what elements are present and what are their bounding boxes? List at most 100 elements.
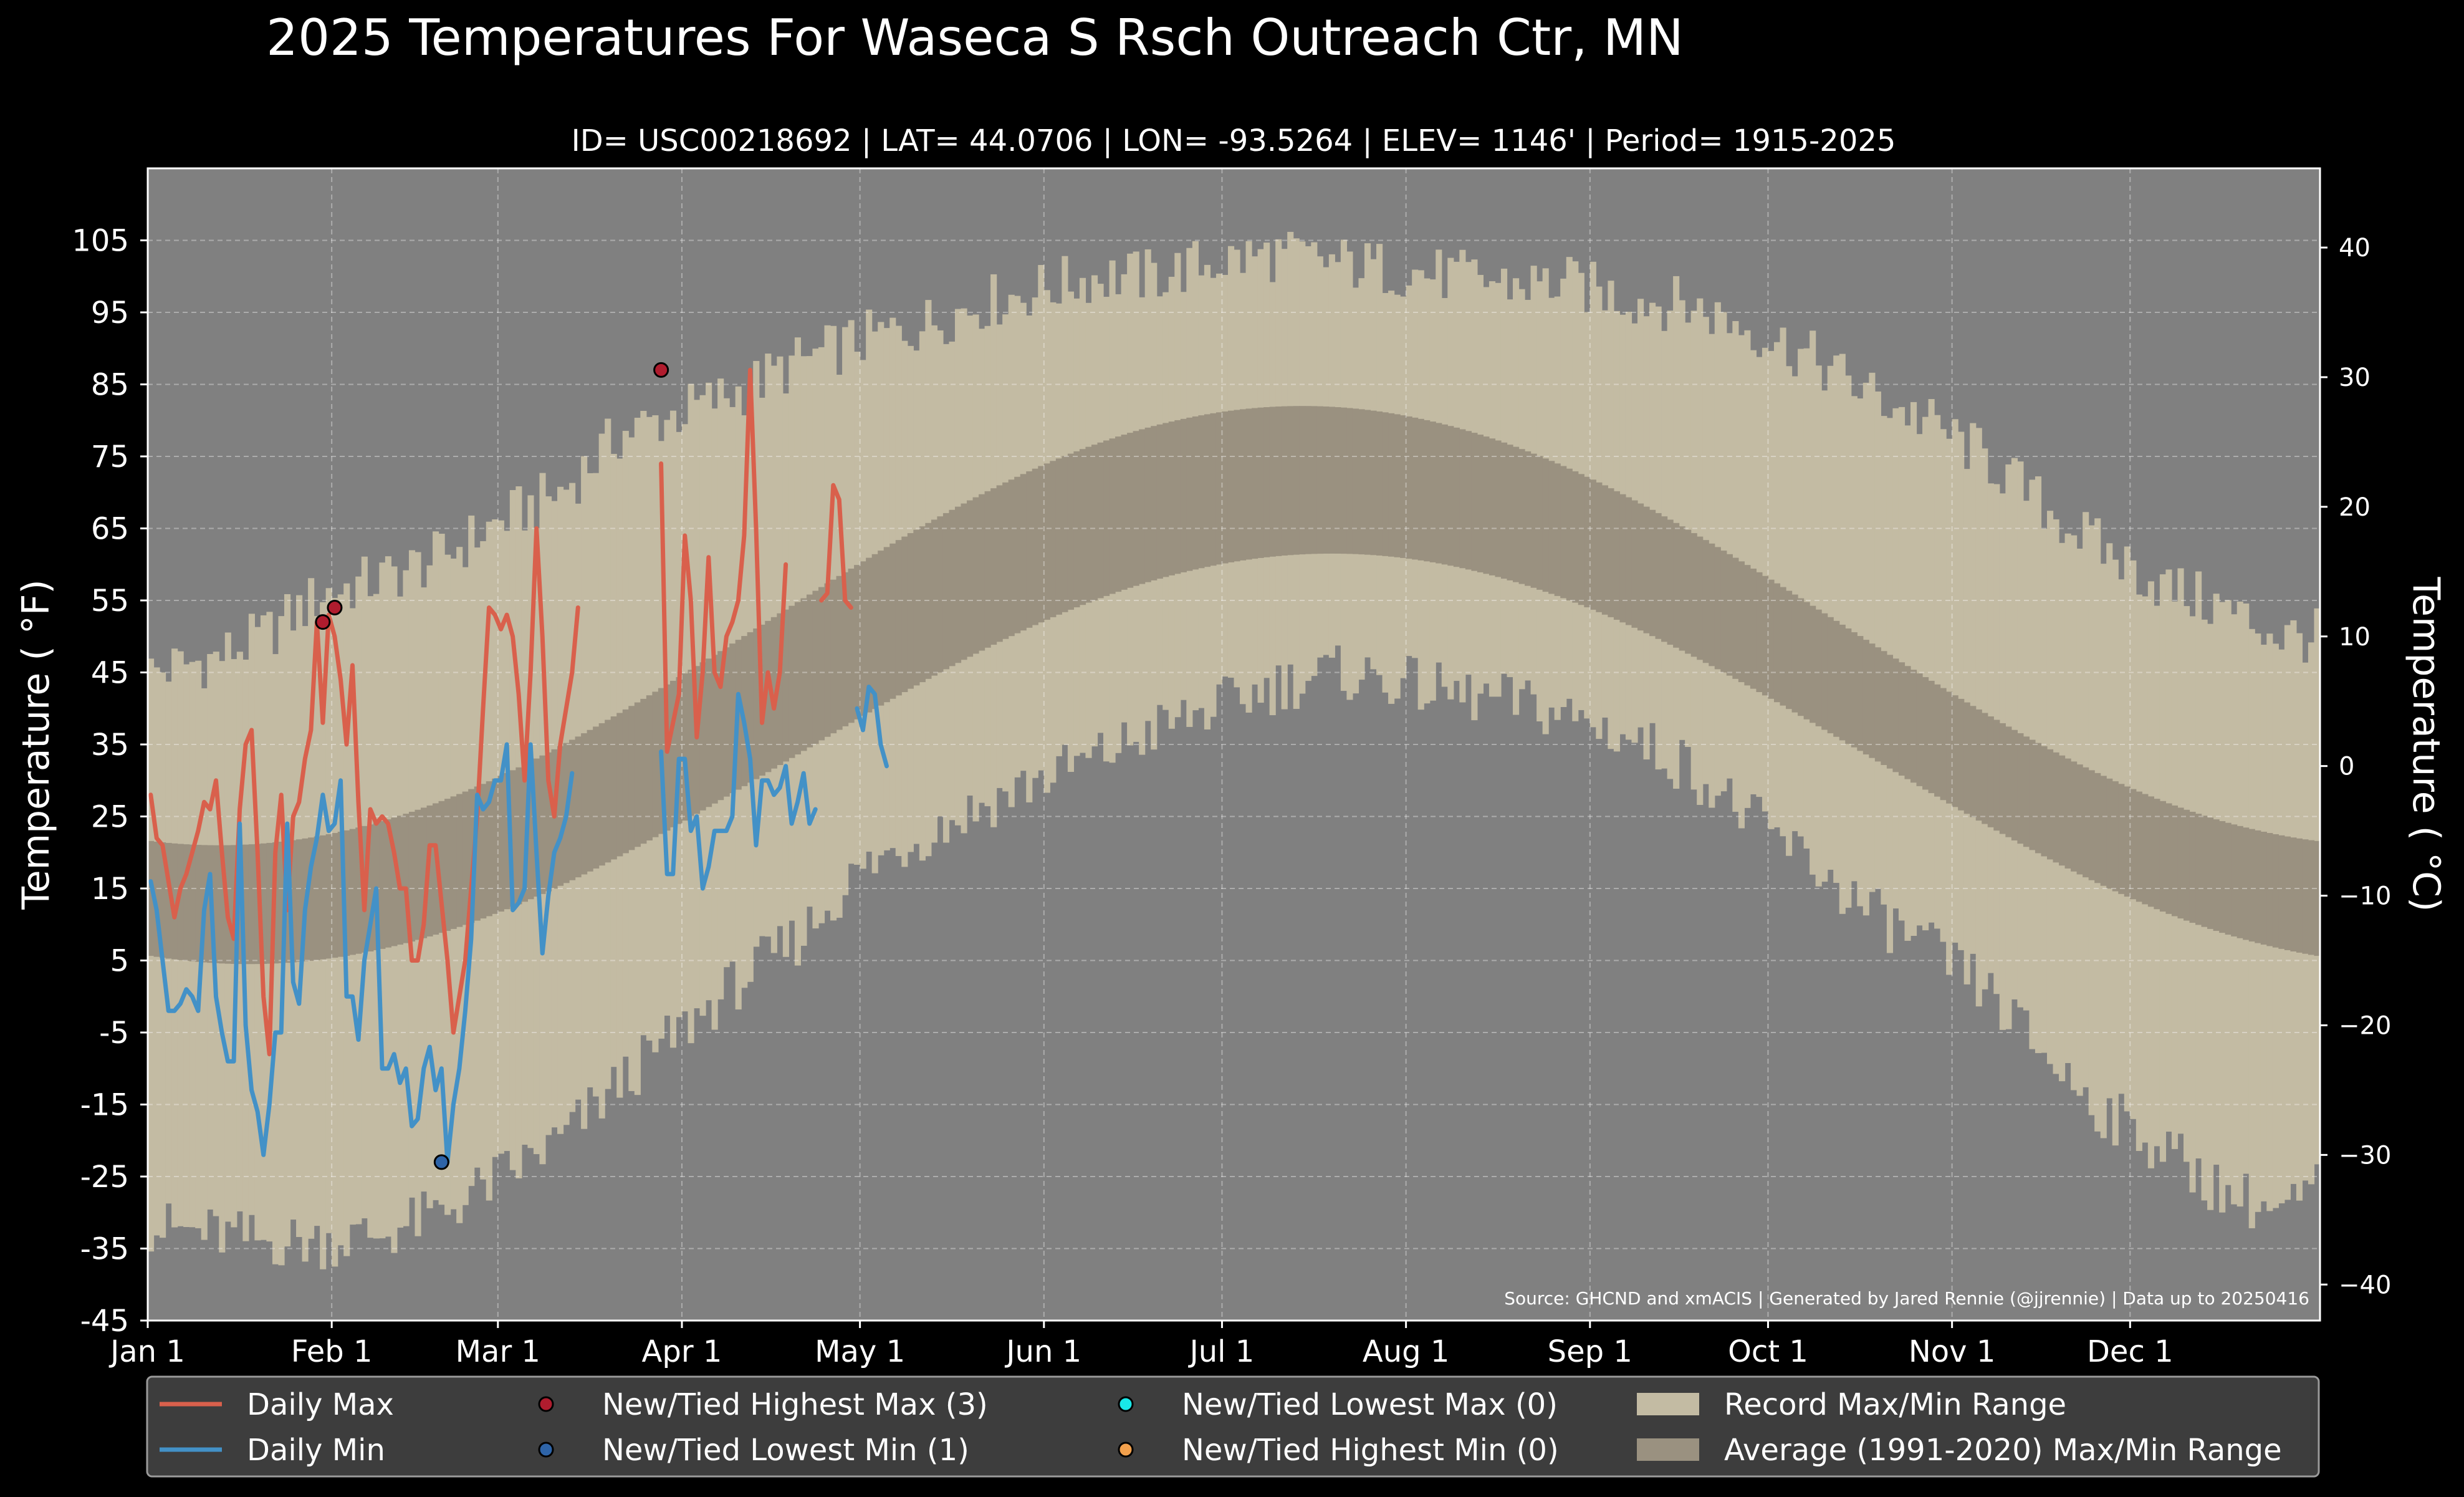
average-range-bar (2302, 839, 2309, 954)
average-range-bar (1619, 494, 1626, 623)
average-range-bar (664, 684, 671, 831)
record-range-bar (1952, 419, 1958, 943)
y-tick-label-right: 10 (2339, 623, 2371, 652)
average-range-bar (753, 628, 760, 779)
average-range-bar (2213, 819, 2220, 931)
average-range-bar (1827, 617, 1834, 734)
average-range-bar (1014, 476, 1021, 633)
y-tick-label-right: −20 (2339, 1011, 2391, 1040)
y-tick-label-left: 5 (110, 944, 129, 979)
average-range-bar (1815, 609, 1822, 726)
average-range-bar (2183, 809, 2190, 921)
average-range-bar (1999, 723, 2006, 834)
record-range-bar (1810, 330, 1816, 875)
average-range-bar (1412, 417, 1419, 560)
average-range-bar (1050, 461, 1057, 617)
average-range-bar (2076, 764, 2083, 875)
record-high-max-marker (327, 600, 343, 616)
average-range-bar (1453, 427, 1460, 567)
average-range-bar (1316, 406, 1323, 554)
x-tick-label: Nov 1 (1909, 1334, 1995, 1369)
y-tick-label-left: 45 (91, 656, 129, 691)
average-range-bar (1910, 670, 1917, 783)
average-range-bar (848, 569, 855, 723)
average-range-bar (1993, 720, 2000, 831)
average-range-bar (1002, 482, 1009, 639)
y-tick-label-left: 95 (91, 296, 129, 330)
average-range-bar (1869, 643, 1876, 758)
record-range-bar (1833, 355, 1840, 883)
average-range-bar (1358, 409, 1365, 555)
average-range-bar (1773, 583, 1781, 703)
average-range-bar (480, 784, 487, 919)
average-range-bar (729, 643, 736, 794)
average-range-bar (2154, 799, 2160, 910)
average-range-bar (1144, 427, 1151, 582)
average-range-bar (1127, 433, 1134, 588)
average-range-bar (2177, 807, 2184, 919)
average-range-bar (1156, 424, 1163, 579)
average-range-bar (1589, 479, 1596, 610)
average-range-bar (433, 803, 439, 935)
average-range-bar (569, 739, 576, 880)
average-range-bar (1786, 590, 1793, 710)
average-range-bar (260, 843, 267, 964)
average-range-bar (1963, 702, 1970, 814)
record-range-bar (1874, 391, 1881, 889)
average-range-bar (2136, 791, 2142, 902)
average-range-bar (1204, 414, 1211, 567)
y-tick-label-left: -45 (80, 1304, 129, 1339)
average-range-bar (1881, 651, 1887, 766)
average-range-bar (836, 575, 843, 730)
average-range-bar (148, 840, 155, 956)
average-range-bar (1032, 468, 1038, 625)
average-range-bar (189, 844, 196, 961)
average-range-bar (741, 636, 748, 786)
average-range-bar (2100, 776, 2107, 886)
average-range-bar (818, 587, 825, 741)
average-range-bar (2124, 786, 2131, 897)
average-range-bar (1554, 463, 1561, 596)
legend-box (146, 1375, 2320, 1478)
average-range-bar (160, 842, 166, 958)
average-range-bar (634, 702, 641, 847)
average-range-bar (1750, 569, 1757, 689)
x-tick-label: Apr 1 (642, 1334, 722, 1369)
average-range-bar (610, 716, 617, 860)
average-range-bar (314, 836, 320, 960)
average-range-bar (1394, 414, 1401, 557)
average-range-bar (1495, 440, 1502, 577)
average-range-bar (1697, 536, 1704, 660)
average-range-bar (1109, 438, 1116, 594)
average-range-bar (824, 583, 831, 737)
average-range-bar (1946, 691, 1953, 804)
average-range-bar (1055, 458, 1062, 615)
legend-new-tied-highest-min-0-swatch (1118, 1442, 1134, 1458)
average-range-bar (1780, 587, 1786, 706)
average-range-bar (248, 844, 255, 965)
average-range-bar (509, 770, 516, 907)
average-range-bar (967, 500, 974, 657)
average-range-bar (1661, 516, 1668, 642)
average-range-bar (2159, 801, 2167, 912)
average-range-bar (1608, 488, 1614, 617)
average-range-bar (842, 572, 849, 726)
average-range-bar (669, 680, 677, 827)
average-range-bar (421, 807, 428, 938)
average-range-bar (171, 843, 178, 960)
average-range-bar (2171, 805, 2179, 917)
average-range-bar (1115, 436, 1122, 592)
average-range-bar (1970, 706, 1977, 817)
average-range-bar (1732, 557, 1739, 679)
x-tick-label: Oct 1 (1728, 1334, 1808, 1369)
average-range-bar (1572, 471, 1579, 603)
average-range-bar (415, 809, 421, 940)
average-range-bar (895, 540, 902, 696)
average-range-bar (676, 677, 683, 824)
average-range-bar (497, 776, 504, 912)
average-range-bar (1862, 640, 1869, 755)
average-range-bar (1530, 453, 1537, 588)
average-range-bar (462, 791, 469, 925)
average-range-bar (1388, 413, 1395, 557)
y-tick-label-right: −40 (2339, 1271, 2391, 1299)
